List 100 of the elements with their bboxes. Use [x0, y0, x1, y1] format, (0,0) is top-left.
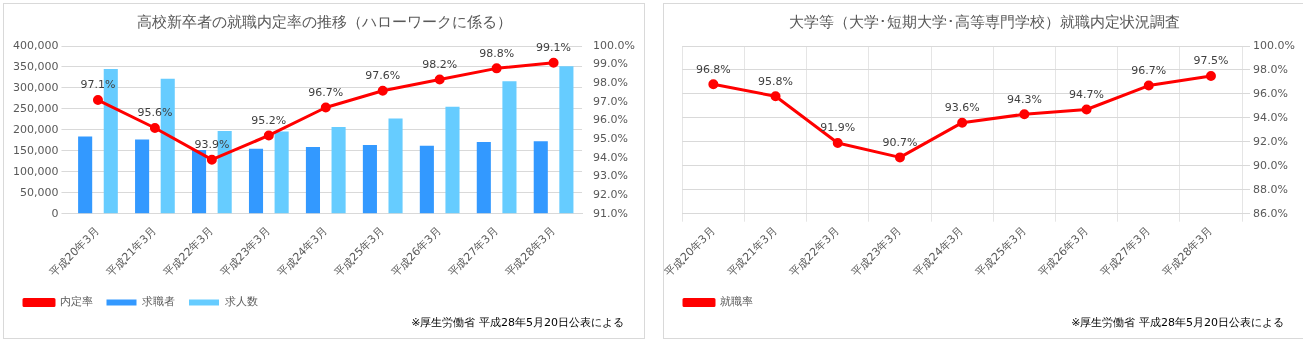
- data-label: 91.9%: [820, 121, 856, 135]
- point: [434, 74, 445, 85]
- x-tick-label: 平成27年3月: [445, 224, 501, 280]
- x-tick-label: 平成22年3月: [160, 224, 217, 280]
- point: [206, 154, 217, 165]
- data-label: 96.8%: [695, 62, 731, 76]
- y2-tick-label: 96.0%: [1253, 86, 1289, 100]
- x-tick-label: 平成24年3月: [911, 224, 967, 280]
- point: [1143, 80, 1154, 91]
- x-tick-label: 平成26年3月: [1035, 224, 1091, 280]
- y-tick-label: 50,000: [19, 185, 59, 199]
- bar: [388, 118, 403, 214]
- y-tick-label: 0: [51, 206, 59, 220]
- legend-label: 就職率: [719, 295, 753, 309]
- y2-tick-label: 91.0%: [593, 206, 629, 220]
- point: [894, 152, 905, 163]
- x-tick-label: 平成24年3月: [274, 224, 330, 280]
- data-label: 97.5%: [1193, 54, 1229, 68]
- bar: [78, 136, 93, 214]
- bar: [502, 81, 517, 214]
- bar: [559, 66, 574, 214]
- y2-tick-label: 90.0%: [1253, 158, 1289, 172]
- x-tick-label: 平成22年3月: [786, 224, 842, 280]
- y2-tick-label: 93.0%: [593, 169, 629, 183]
- point: [149, 122, 160, 133]
- x-tick-label: 平成28年3月: [1159, 224, 1216, 280]
- text: ※厚生労働省 平成28年5月20日公表による: [1071, 315, 1284, 330]
- y2-tick-label: 94.0%: [1253, 110, 1289, 124]
- bar: [362, 144, 377, 214]
- legend-label: 内定率: [59, 295, 93, 309]
- y-tick-label: 200,000: [12, 122, 59, 136]
- data-label: 95.2%: [251, 113, 287, 127]
- point: [263, 130, 274, 141]
- x-tick-label: 平成26年3月: [388, 224, 444, 280]
- point: [1205, 70, 1216, 81]
- data-label: 94.3%: [1006, 92, 1042, 106]
- x-tick-label: 平成23年3月: [217, 224, 273, 280]
- point: [1081, 104, 1092, 115]
- y2-tick-label: 92.0%: [1253, 134, 1289, 148]
- x-tick-label: 平成25年3月: [973, 224, 1029, 280]
- data-label: 95.8%: [758, 74, 794, 88]
- bar: [248, 148, 264, 214]
- y-tick-label: 350,000: [12, 59, 59, 73]
- y-tick-label: 400,000: [12, 38, 59, 52]
- x-tick-label: 平成21年3月: [103, 224, 160, 280]
- x-tick-label: 平成21年3月: [724, 224, 780, 280]
- y-tick-label: 250,000: [12, 101, 59, 115]
- legend-label: 求人数: [224, 295, 258, 309]
- x-tick-label: 平成20年3月: [662, 224, 718, 280]
- bar: [274, 131, 289, 214]
- point: [770, 91, 781, 102]
- y2-tick-label: 97.0%: [593, 94, 629, 108]
- y2-tick-label: 99.0%: [593, 57, 629, 71]
- point: [548, 57, 559, 68]
- point: [957, 117, 968, 128]
- bar: [419, 145, 434, 214]
- y2-tick-label: 96.0%: [593, 113, 629, 127]
- y-tick-label: 300,000: [12, 80, 59, 94]
- data-label: 94.7%: [1069, 87, 1105, 101]
- y2-tick-label: 92.0%: [593, 187, 629, 201]
- y2-tick-label: 98.0%: [593, 76, 629, 90]
- x-tick-label: 平成20年3月: [46, 224, 103, 280]
- data-label: 98.8%: [479, 46, 515, 60]
- y2-tick-label: 94.0%: [593, 150, 629, 164]
- x-tick-label: 平成27年3月: [1097, 224, 1153, 280]
- point: [1019, 109, 1030, 120]
- point: [92, 95, 103, 106]
- point: [377, 85, 388, 96]
- y-tick-label: 150,000: [12, 143, 59, 157]
- y2-tick-label: 95.0%: [593, 132, 629, 146]
- data-label: 97.6%: [365, 69, 401, 83]
- chart-title: 大学等（大学･短期大学･高等専門学校）就職内定状況調査: [788, 12, 1180, 31]
- data-label: 96.7%: [1131, 63, 1167, 77]
- y2-tick-label: 98.0%: [1253, 62, 1289, 76]
- bar: [476, 142, 491, 214]
- y2-tick-label: 86.0%: [1253, 206, 1289, 220]
- point: [832, 138, 843, 149]
- chart-title: 高校新卒者の就職内定率の推移（ハローワークに係る）: [136, 12, 512, 31]
- data-label: 93.6%: [944, 101, 980, 115]
- x-tick-label: 平成25年3月: [331, 224, 387, 280]
- y2-tick-label: 100.0%: [1253, 38, 1296, 52]
- bar: [135, 139, 150, 214]
- bar: [305, 147, 321, 214]
- bar: [192, 149, 207, 214]
- data-label: 98.2%: [422, 57, 458, 71]
- point: [708, 79, 719, 90]
- bar: [533, 141, 548, 214]
- data-label: 99.1%: [536, 41, 572, 55]
- point: [320, 102, 331, 113]
- data-label: 90.7%: [882, 135, 918, 149]
- text: ※厚生労働省 平成28年5月20日公表による: [411, 315, 624, 330]
- y2-tick-label: 100.0%: [593, 38, 636, 52]
- bar: [331, 126, 346, 214]
- x-tick-label: 平成28年3月: [502, 224, 558, 280]
- y-tick-label: 100,000: [12, 164, 59, 178]
- x-tick-label: 平成23年3月: [848, 224, 905, 280]
- bar: [445, 106, 460, 214]
- point: [491, 63, 502, 74]
- y2-tick-label: 88.0%: [1253, 182, 1289, 196]
- data-label: 96.7%: [308, 85, 344, 99]
